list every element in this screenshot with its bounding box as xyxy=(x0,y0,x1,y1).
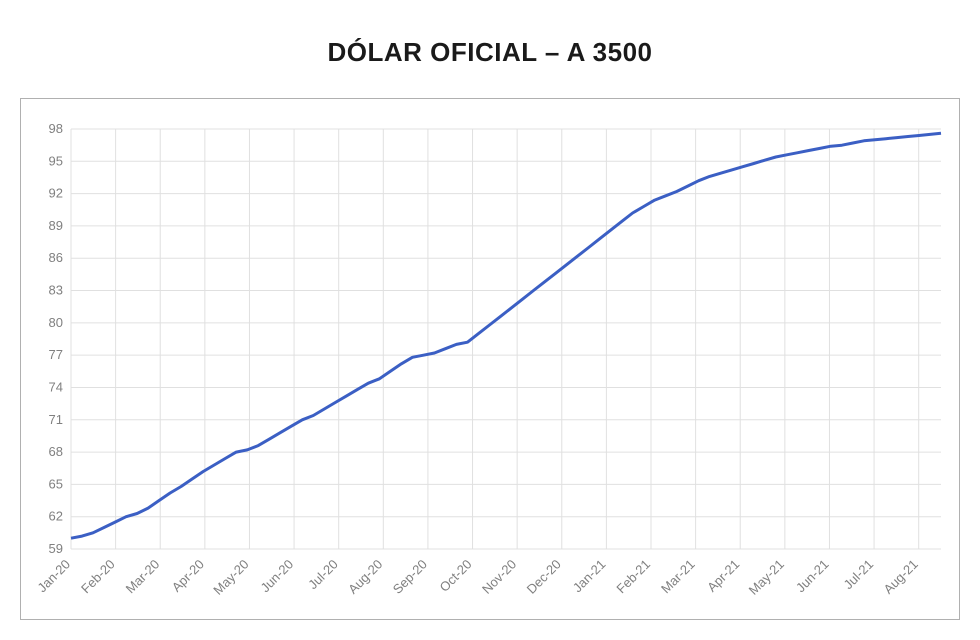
y-axis-label: 80 xyxy=(49,315,63,330)
x-axis-label: Feb-20 xyxy=(78,557,118,597)
x-axis-label: Jul-20 xyxy=(305,557,341,593)
y-axis-label: 83 xyxy=(49,283,63,298)
y-axis-label: 98 xyxy=(49,121,63,136)
y-axis-label: 65 xyxy=(49,477,63,492)
chart-title: DÓLAR OFICIAL – A 3500 xyxy=(20,37,960,68)
y-axis-label: 92 xyxy=(49,186,63,201)
y-axis-label: 77 xyxy=(49,348,63,363)
line-chart-svg: 59 62 65 68 71 74 77 80 83 86 89 92 95 98 Jan-20Feb-20… xyxy=(21,99,961,619)
y-axis-label: 89 xyxy=(49,218,63,233)
x-axis-label: Apr-20 xyxy=(169,557,207,595)
x-axis-label: Jun-21 xyxy=(793,557,832,596)
plot-area: 59 62 65 68 71 74 77 80 83 86 89 92 95 98 Jan-20Feb-20… xyxy=(20,98,960,620)
x-axis-label: Sep-20 xyxy=(390,557,430,597)
x-axis-label: Aug-21 xyxy=(881,557,921,597)
x-axis-label: Apr-21 xyxy=(704,557,742,595)
x-axis-label: Mar-20 xyxy=(123,557,163,597)
x-axis-label: Mar-21 xyxy=(658,557,698,597)
x-axis-label: Jan-20 xyxy=(34,557,73,596)
x-axis-label: Jun-20 xyxy=(257,557,296,596)
x-axis-label: Jul-21 xyxy=(841,557,877,593)
y-axis-label: 95 xyxy=(49,154,63,169)
x-axis-label: Jan-21 xyxy=(570,557,609,596)
y-axis-label: 86 xyxy=(49,251,63,266)
y-axis-label: 71 xyxy=(49,412,63,427)
y-axis-label: 68 xyxy=(49,444,63,459)
x-axis-label: Aug-20 xyxy=(345,557,385,597)
y-axis-label: 59 xyxy=(49,541,63,556)
x-axis-label: Dec-20 xyxy=(524,557,564,597)
x-axis-label: Oct-20 xyxy=(436,557,474,595)
x-axis-label: May-20 xyxy=(210,557,251,598)
chart-container: DÓLAR OFICIAL – A 3500 59 62 65 68 71 74 77 80 8… xyxy=(20,37,960,620)
y-axis-label: 74 xyxy=(49,380,63,395)
x-axis-label: May-21 xyxy=(746,557,787,598)
y-axis-label: 62 xyxy=(49,509,63,524)
x-axis-label: Nov-20 xyxy=(479,557,519,597)
x-axis-label: Feb-21 xyxy=(613,557,653,597)
